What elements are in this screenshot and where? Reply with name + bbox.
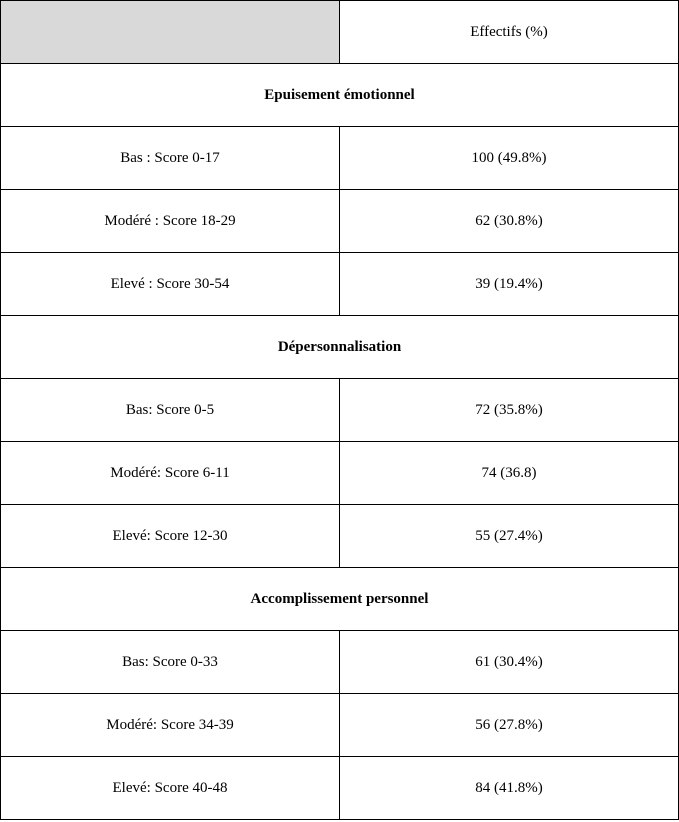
table-row: Elevé: Score 12-30 55 (27.4%): [1, 505, 679, 568]
row-value: 55 (27.4%): [340, 505, 679, 568]
table-row: Bas: Score 0-33 61 (30.4%): [1, 631, 679, 694]
section-title: Accomplissement personnel: [1, 568, 679, 631]
header-empty-cell: [1, 1, 340, 64]
row-label: Elevé: Score 12-30: [1, 505, 340, 568]
table-row: Modéré : Score 18-29 62 (30.8%): [1, 190, 679, 253]
row-label: Bas: Score 0-33: [1, 631, 340, 694]
table-row: Bas: Score 0-5 72 (35.8%): [1, 379, 679, 442]
table-row: Elevé : Score 30-54 39 (19.4%): [1, 253, 679, 316]
section-title-row: Dépersonnalisation: [1, 316, 679, 379]
row-value: 56 (27.8%): [340, 694, 679, 757]
table-row: Bas : Score 0-17 100 (49.8%): [1, 127, 679, 190]
row-label: Modéré: Score 6-11: [1, 442, 340, 505]
row-value: 100 (49.8%): [340, 127, 679, 190]
section-title: Dépersonnalisation: [1, 316, 679, 379]
row-value: 62 (30.8%): [340, 190, 679, 253]
row-label: Bas: Score 0-5: [1, 379, 340, 442]
row-value: 84 (41.8%): [340, 757, 679, 820]
table-row: Modéré: Score 6-11 74 (36.8): [1, 442, 679, 505]
row-label: Modéré: Score 34-39: [1, 694, 340, 757]
section-title: Epuisement émotionnel: [1, 64, 679, 127]
row-label: Bas : Score 0-17: [1, 127, 340, 190]
row-value: 61 (30.4%): [340, 631, 679, 694]
table-row: Modéré: Score 34-39 56 (27.8%): [1, 694, 679, 757]
table-header-row: Effectifs (%): [1, 1, 679, 64]
section-title-row: Epuisement émotionnel: [1, 64, 679, 127]
row-value: 39 (19.4%): [340, 253, 679, 316]
table-row: Elevé: Score 40-48 84 (41.8%): [1, 757, 679, 820]
section-title-row: Accomplissement personnel: [1, 568, 679, 631]
burnout-scores-table: Effectifs (%) Epuisement émotionnel Bas …: [0, 0, 679, 820]
row-label: Modéré : Score 18-29: [1, 190, 340, 253]
row-value: 74 (36.8): [340, 442, 679, 505]
row-label: Elevé: Score 40-48: [1, 757, 340, 820]
header-effectifs: Effectifs (%): [340, 1, 679, 64]
row-label: Elevé : Score 30-54: [1, 253, 340, 316]
row-value: 72 (35.8%): [340, 379, 679, 442]
